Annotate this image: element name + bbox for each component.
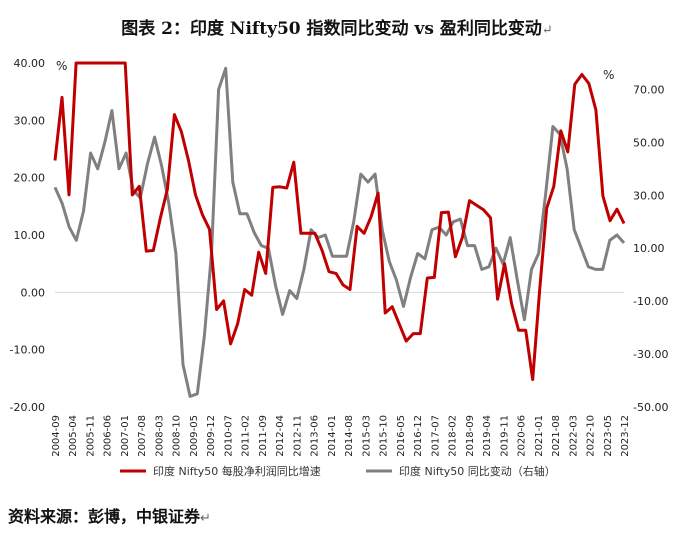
x-tick-label: 2016-05 (396, 415, 407, 457)
x-tick-label: 2005-04 (68, 415, 79, 457)
x-tick-label: 2005-11 (85, 415, 96, 457)
x-tick-label: 2013-06 (310, 415, 321, 457)
series-line-eps-growth (53, 61, 626, 381)
left-unit-label: % (56, 59, 67, 73)
x-tick-label: 2023-12 (620, 415, 631, 457)
x-tick-label: 2004-09 (51, 415, 62, 457)
x-tick-label: 2008-10 (172, 415, 183, 457)
x-tick-label: 2023-05 (603, 415, 614, 457)
chart: 40.00 30.00 20.00 10.00 0.00 -10.00 -20.00 70.… (10, 57, 669, 478)
x-tick-label: 2015-03 (361, 415, 372, 457)
left-tick-label: -10.00 (10, 344, 45, 357)
x-tick-label: 2022-03 (568, 415, 579, 457)
right-tick-label: 50.00 (633, 136, 665, 149)
left-axis-ticks: 40.00 30.00 20.00 10.00 0.00 -10.00 -20.00 (10, 57, 45, 414)
source-note: 资料来源：彭博，中银证券↵ (8, 507, 211, 526)
legend-label-index-change: 印度 Nifty50 同比变动（右轴） (399, 464, 556, 478)
x-tick-label: 2007-08 (137, 415, 148, 457)
x-tick-label: 2021-01 (534, 415, 545, 457)
right-tick-label: -30.00 (633, 348, 668, 361)
series-line-index-change (53, 66, 626, 398)
x-tick-label: 2015-10 (379, 415, 390, 457)
right-tick-label: 30.00 (633, 189, 665, 202)
right-axis-ticks: 70.00 50.00 30.00 10.00 -10.00 -30.00 -50.00 (633, 83, 668, 414)
right-tick-label: 70.00 (633, 83, 665, 96)
x-tick-label: 2007-01 (120, 415, 131, 457)
x-tick-label: 2017-07 (430, 415, 441, 457)
left-tick-label: 10.00 (14, 229, 46, 242)
left-tick-label: -20.00 (10, 401, 45, 414)
left-tick-label: 30.00 (14, 114, 46, 127)
x-tick-label: 2018-09 (465, 415, 476, 457)
legend: 印度 Nifty50 每股净利润同比增速 印度 Nifty50 同比变动（右轴） (120, 464, 556, 478)
x-tick-label: 2012-11 (292, 415, 303, 457)
left-tick-label: 40.00 (14, 57, 46, 70)
x-tick-label: 2010-07 (223, 415, 234, 457)
x-tick-label: 2020-06 (517, 415, 528, 457)
legend-label-eps-growth: 印度 Nifty50 每股净利润同比增速 (153, 464, 321, 478)
right-tick-label: 10.00 (633, 242, 665, 255)
x-tick-label: 2022-10 (586, 415, 597, 457)
left-tick-label: 0.00 (21, 286, 46, 299)
x-tick-label: 2014-01 (327, 415, 338, 457)
x-tick-label: 2008-03 (154, 415, 165, 457)
x-tick-label: 2011-02 (241, 415, 252, 457)
x-tick-label: 2011-09 (258, 415, 269, 457)
x-tick-label: 2021-08 (551, 415, 562, 457)
left-tick-label: 20.00 (14, 172, 46, 185)
x-tick-label: 2018-02 (448, 415, 459, 457)
x-tick-label: 2012-04 (275, 415, 286, 457)
x-tick-label: 2014-08 (344, 415, 355, 457)
x-tick-label: 2019-11 (499, 415, 510, 457)
x-tick-label: 2016-12 (413, 415, 424, 457)
x-tick-label: 2019-04 (482, 415, 493, 457)
x-axis-ticks: 2004-09 2005-04 2005-11 2006-06 2007-01 2007-… (51, 415, 631, 457)
chart-title: 图表 2：印度 Nifty50 指数同比变动 vs 盈利同比变动↵ (121, 19, 553, 39)
right-tick-label: -10.00 (633, 295, 668, 308)
x-tick-label: 2009-05 (189, 415, 200, 457)
x-tick-label: 2009-12 (206, 415, 217, 457)
right-tick-label: -50.00 (633, 401, 668, 414)
x-tick-label: 2006-06 (103, 415, 114, 457)
right-unit-label: % (603, 68, 614, 82)
